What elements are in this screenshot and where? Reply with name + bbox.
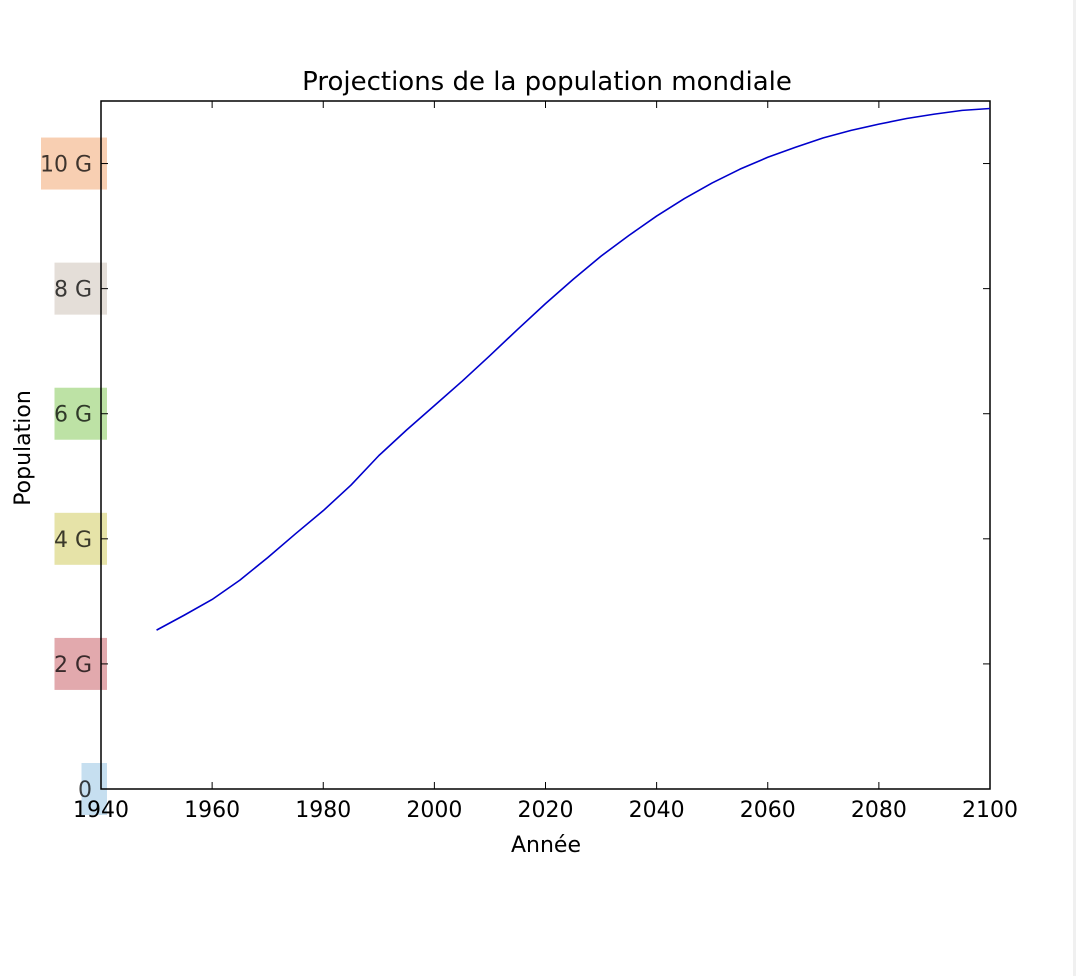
x-tick-label-2020: 2020 [518,798,574,823]
x-axis-label: Année [511,833,581,858]
y-tick-label-5: 10 G [40,153,92,178]
y-axis-label: Population [11,390,36,506]
y-tick-label-2: 4 G [54,528,92,553]
x-tick-label-1960: 1960 [184,798,240,823]
y-axis: 0 2 G 4 G 6 G 8 G 10 G [40,153,990,803]
x-tick-label-2000: 2000 [406,798,462,823]
y-tick-label-3: 6 G [54,403,92,428]
x-tick-label-1980: 1980 [295,798,351,823]
x-tick-label-2040: 2040 [629,798,685,823]
y-tick-label-box-4 [54,262,107,315]
x-tick-label-2100: 2100 [962,798,1018,823]
x-tick-label-1940: 1940 [73,798,129,823]
y-tick-label-box-3 [54,387,107,440]
plot-area-border [100,100,991,790]
y-tick-label-4: 8 G [54,278,92,303]
plot-frame [100,100,991,790]
y-tick-label-backgrounds [41,137,107,815]
chart-title: Projections de la population mondiale [302,67,792,97]
y-tick-label-box-1 [54,637,107,690]
window-edge [1073,0,1076,976]
y-tick-label-0: 0 [78,778,92,803]
x-axis: 1940 1960 1980 2000 2020 2040 2060 2080 2100 [73,101,1018,823]
x-tick-label-2080: 2080 [851,798,907,823]
y-tick-label-1: 2 G [54,653,92,678]
series-line-0 [156,107,991,631]
x-tick-label-2060: 2060 [740,798,796,823]
series-layer [156,107,991,631]
y-tick-label-box-2 [54,512,107,565]
y-tick-label-box-5 [41,137,107,190]
